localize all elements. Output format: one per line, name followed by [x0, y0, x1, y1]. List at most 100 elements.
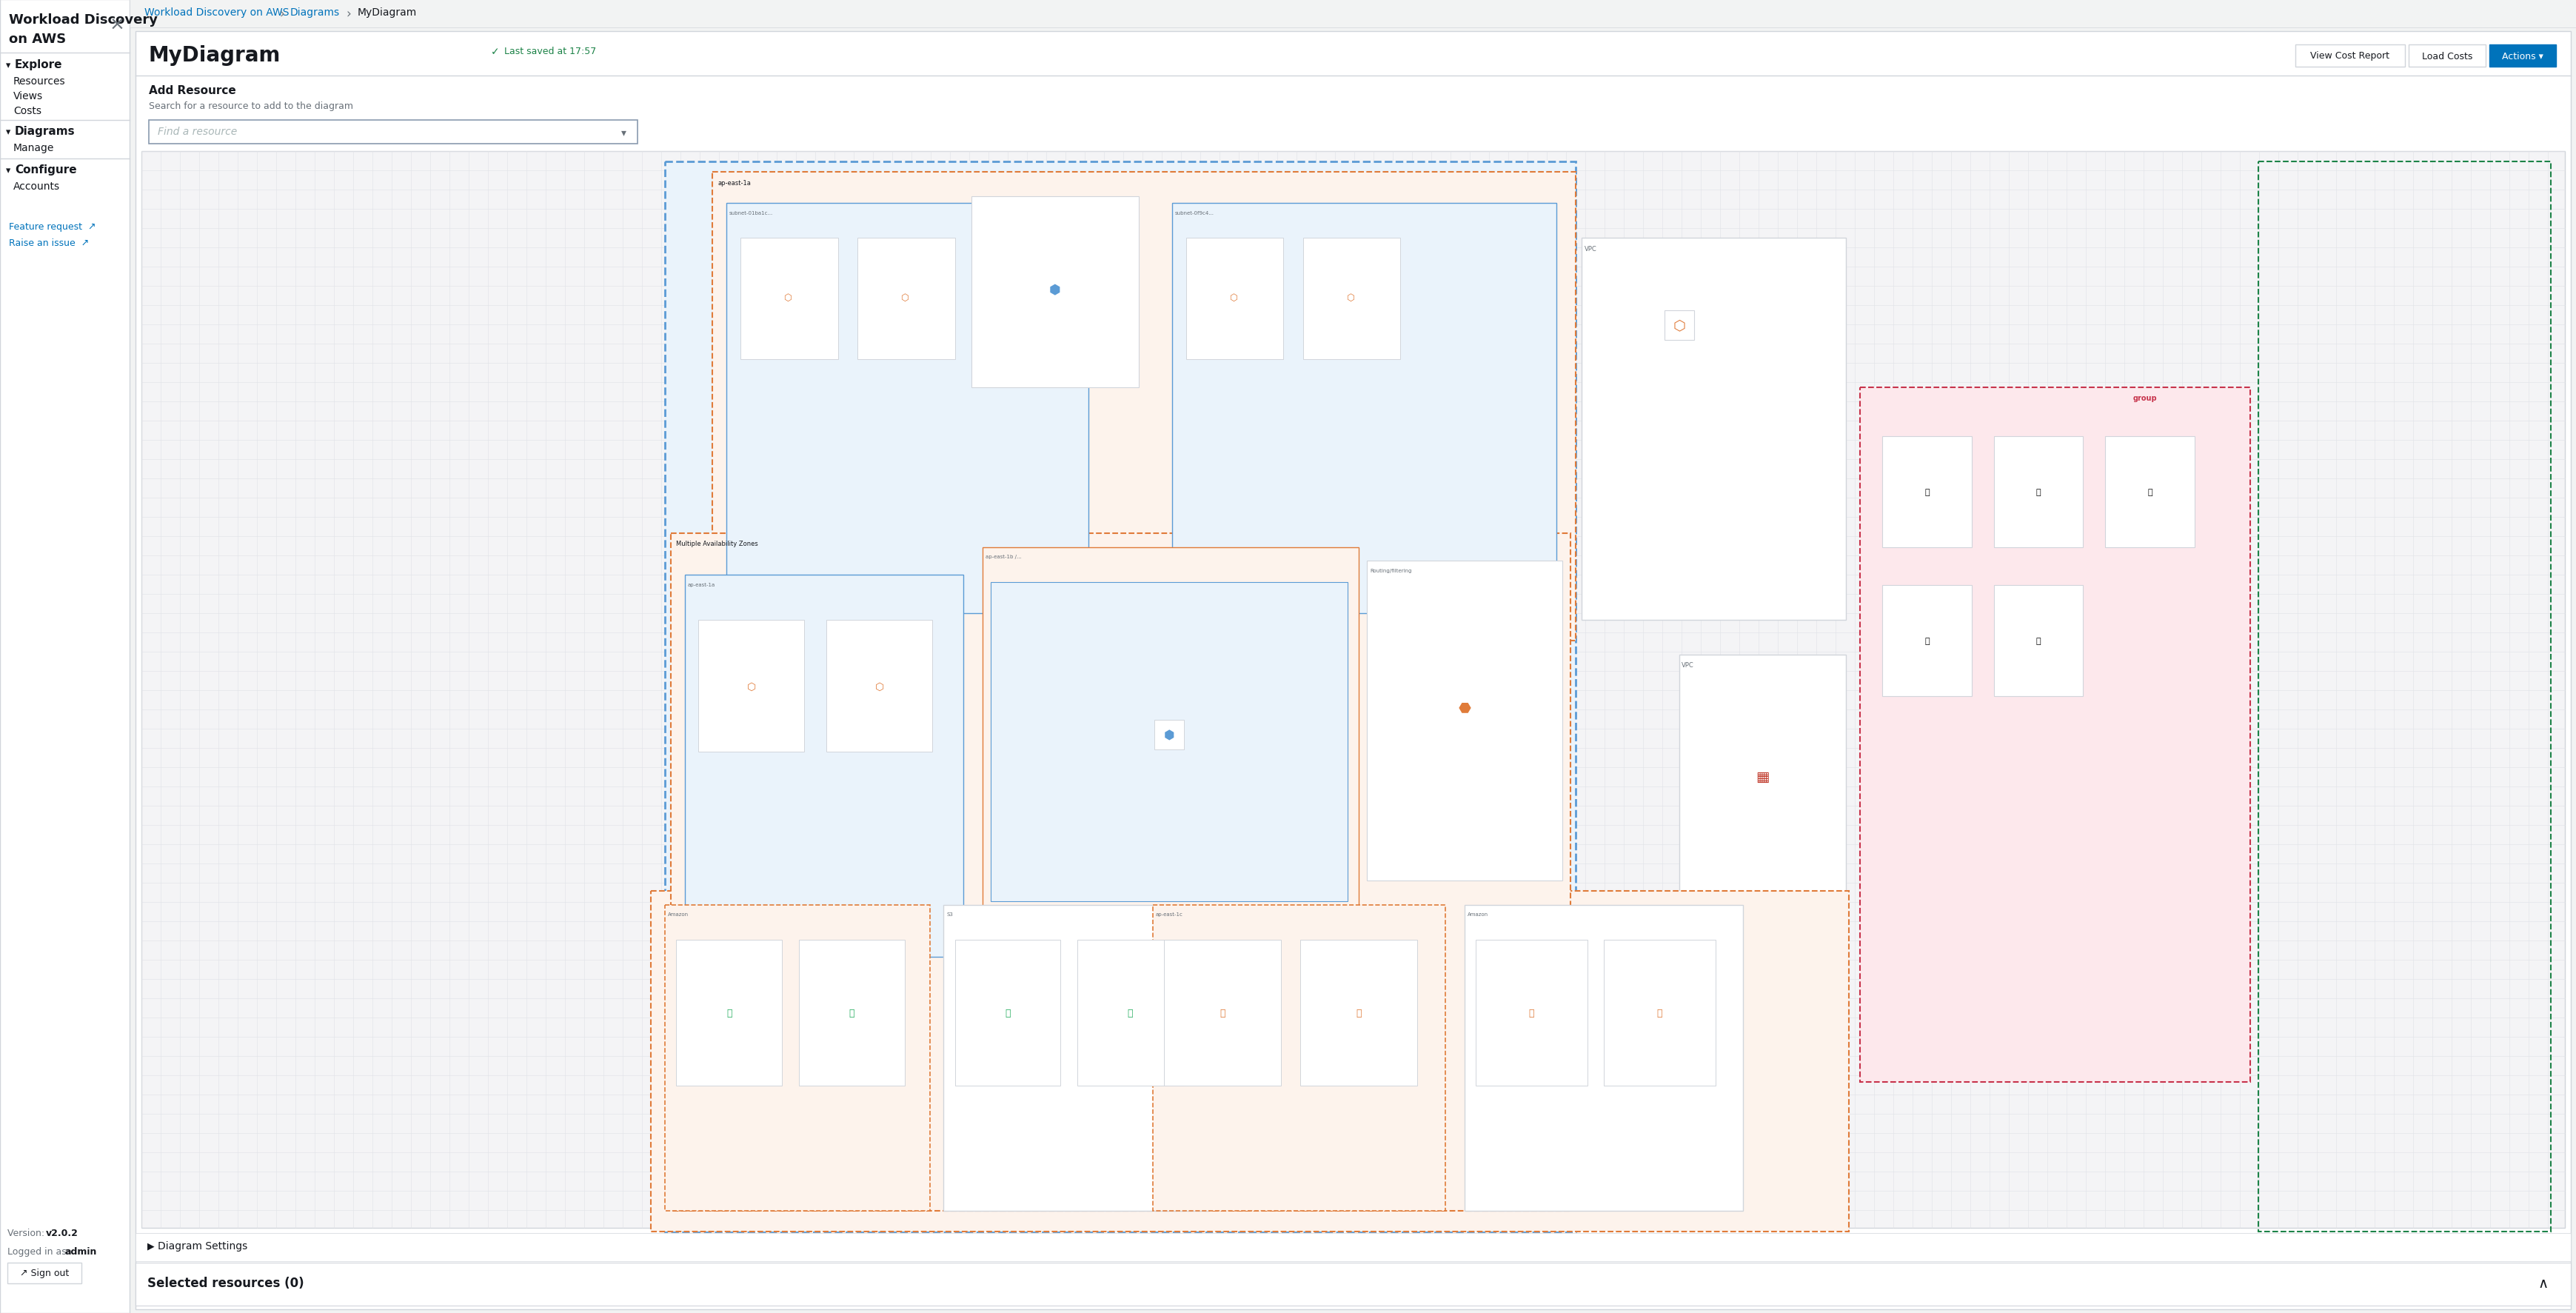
Bar: [665, 161, 1577, 1232]
Text: Workload Discovery: Workload Discovery: [8, 13, 157, 26]
Text: Resources: Resources: [13, 76, 64, 87]
Text: Logged in as:: Logged in as:: [8, 1246, 72, 1257]
Text: 🏷: 🏷: [2035, 488, 2040, 495]
Text: VPC: VPC: [1682, 662, 1695, 668]
Bar: [1602, 940, 1716, 1086]
Text: Manage: Manage: [13, 143, 54, 154]
Bar: [1582, 239, 1844, 620]
Text: 🏷: 🏷: [2035, 638, 2040, 645]
Bar: [698, 620, 804, 752]
Text: 🗄: 🗄: [1128, 1008, 1133, 1018]
Text: 🗄: 🗄: [726, 1008, 732, 1018]
Text: ap-east-1a: ap-east-1a: [719, 180, 752, 186]
Text: Explore: Explore: [15, 59, 62, 71]
Text: ▶: ▶: [147, 1241, 155, 1250]
Text: admin: admin: [64, 1246, 98, 1257]
Bar: [2488, 45, 2555, 67]
Text: ap-east-1c: ap-east-1c: [1154, 913, 1182, 916]
Bar: [1154, 720, 1185, 750]
Bar: [1860, 387, 2249, 1082]
Text: Last saved at 17:57: Last saved at 17:57: [505, 47, 595, 56]
Bar: [1151, 905, 1445, 1211]
Text: ap-east-1b /...: ap-east-1b /...: [984, 554, 1020, 559]
Text: 🏷: 🏷: [1924, 488, 1929, 495]
Bar: [1664, 310, 1692, 340]
Bar: [1368, 562, 1561, 881]
Text: Load Costs: Load Costs: [2421, 51, 2473, 62]
Text: View Cost Report: View Cost Report: [2311, 51, 2388, 62]
Text: ⬡: ⬡: [876, 681, 884, 692]
Text: ▾: ▾: [5, 127, 10, 137]
Text: 🏷: 🏷: [1924, 638, 1929, 645]
Text: VPC: VPC: [1584, 246, 1597, 252]
Text: 🏷: 🏷: [2146, 488, 2151, 495]
Text: ⬣: ⬣: [1458, 700, 1471, 714]
Bar: [971, 197, 1139, 387]
Text: Search for a resource to add to the diagram: Search for a resource to add to the diag…: [149, 101, 353, 112]
Bar: [1301, 940, 1417, 1086]
Text: ⬡: ⬡: [1347, 293, 1355, 302]
Text: MyDiagram: MyDiagram: [149, 45, 281, 66]
Text: Multiple Availability Zones: Multiple Availability Zones: [675, 541, 757, 548]
Text: Views: Views: [13, 91, 44, 101]
Text: Costs: Costs: [13, 106, 41, 117]
Text: Amazon: Amazon: [1466, 913, 1489, 916]
Bar: [1185, 239, 1283, 360]
Bar: [992, 582, 1347, 902]
Bar: [981, 548, 1358, 930]
Text: ×: ×: [111, 16, 126, 34]
Bar: [1883, 436, 1971, 548]
Bar: [2105, 436, 2195, 548]
Text: Selected resources (0): Selected resources (0): [147, 1276, 304, 1289]
Text: Accounts: Accounts: [13, 181, 59, 192]
Text: v2.0.2: v2.0.2: [46, 1228, 77, 1238]
Bar: [1994, 586, 2081, 697]
Text: 🗄: 🗄: [1005, 1008, 1010, 1018]
Bar: [137, 1233, 2571, 1262]
Text: Feature request  ↗: Feature request ↗: [8, 222, 95, 231]
Bar: [2257, 161, 2550, 1232]
Text: ›: ›: [345, 8, 350, 21]
Text: ap-east-1a: ap-east-1a: [688, 582, 714, 587]
Bar: [1164, 940, 1280, 1086]
Bar: [858, 239, 956, 360]
Text: ▾: ▾: [621, 127, 626, 138]
Text: 🗄: 🗄: [1656, 1008, 1662, 1018]
Text: MyDiagram: MyDiagram: [358, 8, 417, 18]
Text: ⬡: ⬡: [902, 293, 909, 302]
Text: ▾: ▾: [5, 60, 10, 71]
Text: 🗄: 🗄: [848, 1008, 855, 1018]
Bar: [1172, 204, 1556, 613]
Bar: [1463, 905, 1741, 1211]
Bar: [1077, 940, 1182, 1086]
Text: subnet-01ba1c...: subnet-01ba1c...: [729, 211, 773, 215]
Text: ⬢: ⬢: [1164, 729, 1175, 742]
Bar: [956, 940, 1061, 1086]
Bar: [827, 620, 933, 752]
Text: ⬢: ⬢: [1048, 284, 1061, 297]
Bar: [1883, 586, 1971, 697]
Text: 🗄: 🗄: [1218, 1008, 1224, 1018]
Text: Version:: Version:: [8, 1228, 46, 1238]
Text: Diagrams: Diagrams: [291, 8, 340, 18]
Bar: [714, 172, 1577, 641]
Bar: [0, 0, 129, 1313]
Text: ✓: ✓: [492, 47, 502, 56]
Bar: [142, 152, 2563, 1228]
Bar: [685, 575, 963, 957]
Bar: [1303, 239, 1401, 360]
Text: Add Resource: Add Resource: [149, 85, 237, 96]
Bar: [137, 1263, 2571, 1305]
Bar: [726, 204, 1087, 613]
Text: subnet-0f9c4...: subnet-0f9c4...: [1175, 211, 1213, 215]
Text: group: group: [2133, 395, 2156, 402]
Text: Diagrams: Diagrams: [15, 126, 75, 137]
Text: Actions ▾: Actions ▾: [2501, 51, 2543, 62]
Text: Amazon: Amazon: [667, 913, 688, 916]
Text: ▾: ▾: [5, 165, 10, 176]
Bar: [1994, 436, 2081, 548]
Bar: [129, 0, 2576, 28]
Text: ⬡: ⬡: [1229, 293, 1236, 302]
Text: Routing/filtering: Routing/filtering: [1370, 569, 1412, 572]
Text: S3: S3: [945, 913, 953, 916]
